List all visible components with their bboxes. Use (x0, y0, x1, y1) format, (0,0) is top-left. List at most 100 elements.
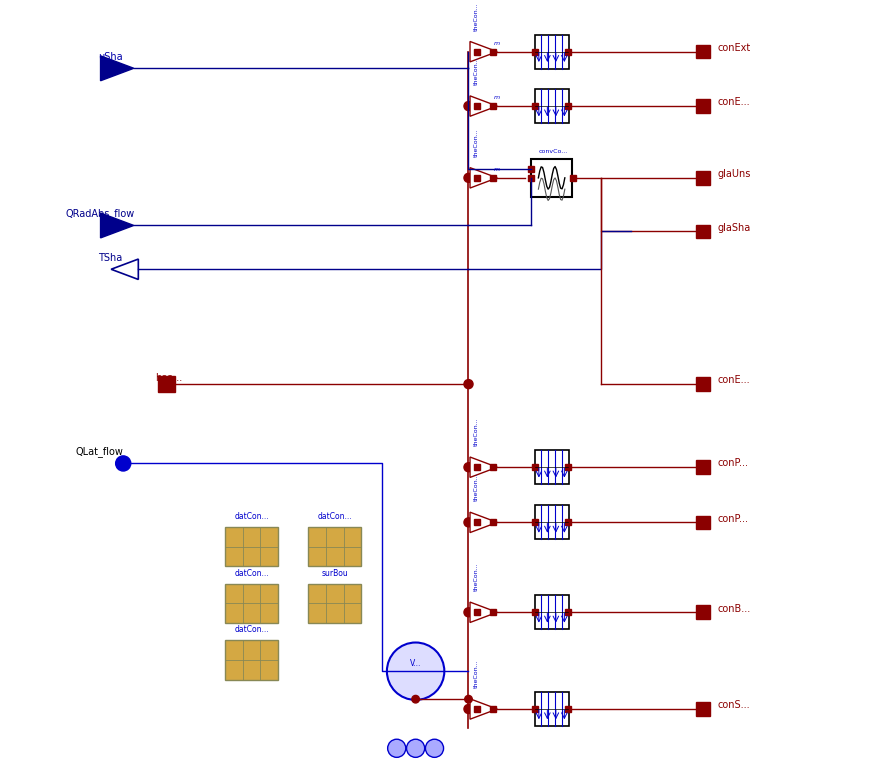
Bar (225, 527, 278, 566)
Bar (490, 706, 496, 712)
Bar (532, 464, 538, 470)
Polygon shape (470, 96, 497, 117)
Bar (696, 605, 709, 619)
Bar (534, 450, 568, 484)
Bar (532, 519, 538, 525)
Text: datCon...: datCon... (235, 625, 269, 634)
Circle shape (388, 739, 406, 758)
Text: theCon...: theCon... (474, 417, 479, 446)
Bar (474, 706, 480, 712)
Text: conE...: conE... (718, 375, 751, 385)
Polygon shape (101, 213, 134, 238)
Polygon shape (101, 56, 134, 81)
Bar (490, 49, 496, 54)
Text: m: m (494, 167, 500, 172)
Polygon shape (470, 457, 497, 477)
Bar (474, 103, 480, 109)
Text: m: m (494, 40, 500, 46)
Text: m: m (494, 95, 500, 100)
Bar (531, 159, 573, 197)
Circle shape (465, 695, 472, 703)
Polygon shape (470, 699, 497, 720)
Bar (532, 706, 538, 712)
Bar (565, 706, 571, 712)
Bar (696, 702, 709, 716)
Text: uSha: uSha (98, 52, 123, 62)
Text: hea...: hea... (155, 374, 182, 383)
Text: theCon...: theCon... (474, 2, 479, 30)
Circle shape (464, 380, 473, 388)
Bar (490, 103, 496, 109)
Text: theCon...: theCon... (474, 56, 479, 85)
Circle shape (426, 739, 443, 758)
Circle shape (464, 102, 473, 110)
Text: QRadAbs_flow: QRadAbs_flow (66, 208, 135, 219)
Bar (490, 609, 496, 615)
Bar (532, 49, 538, 54)
Circle shape (464, 705, 473, 713)
Bar (474, 175, 480, 181)
Polygon shape (111, 259, 138, 280)
Polygon shape (470, 512, 497, 532)
Bar (474, 49, 480, 54)
Bar (565, 519, 571, 525)
Text: conP...: conP... (718, 458, 749, 469)
Bar (225, 640, 278, 680)
Circle shape (464, 173, 473, 183)
Circle shape (464, 608, 473, 617)
Bar (532, 609, 538, 615)
Bar (490, 175, 496, 181)
Text: datCon...: datCon... (235, 512, 269, 521)
Bar (534, 505, 568, 539)
Bar (696, 171, 709, 185)
Bar (308, 527, 362, 566)
Polygon shape (470, 168, 497, 188)
Text: theCon...: theCon... (474, 472, 479, 501)
Text: datCon...: datCon... (235, 569, 269, 577)
Bar (565, 464, 571, 470)
Text: V...: V... (410, 659, 421, 668)
Bar (528, 166, 534, 172)
Bar (474, 464, 480, 470)
Bar (534, 692, 568, 726)
Text: glaUns: glaUns (718, 169, 751, 179)
Circle shape (407, 739, 425, 758)
Text: conS...: conS... (718, 700, 751, 710)
Text: surBou: surBou (322, 569, 348, 577)
Circle shape (387, 643, 444, 700)
Bar (490, 519, 496, 525)
Bar (158, 376, 175, 392)
Circle shape (116, 456, 130, 471)
Bar (696, 516, 709, 529)
Bar (225, 584, 278, 623)
Circle shape (464, 517, 473, 527)
Bar (474, 609, 480, 615)
Bar (532, 103, 538, 109)
Circle shape (412, 695, 420, 703)
Bar (565, 609, 571, 615)
Text: theCon...: theCon... (474, 563, 479, 591)
Bar (696, 45, 709, 58)
Bar (528, 175, 534, 181)
Bar (696, 225, 709, 239)
Text: datCon...: datCon... (317, 512, 352, 521)
Bar (474, 519, 480, 525)
Text: theCon...: theCon... (474, 659, 479, 688)
Bar (570, 175, 576, 181)
Bar (696, 99, 709, 113)
Bar (490, 464, 496, 470)
Text: conE...: conE... (718, 97, 751, 107)
Text: QLat_flow: QLat_flow (76, 447, 123, 458)
Text: theCon...: theCon... (474, 128, 479, 157)
Bar (565, 103, 571, 109)
Bar (534, 595, 568, 629)
Bar (696, 378, 709, 391)
Bar (308, 584, 362, 623)
Polygon shape (470, 41, 497, 62)
Bar (565, 49, 571, 54)
Circle shape (464, 462, 473, 472)
Text: convCo...: convCo... (539, 148, 568, 154)
Text: conB...: conB... (718, 604, 751, 614)
Text: conP...: conP... (718, 514, 749, 524)
Text: glaSha: glaSha (718, 223, 751, 233)
